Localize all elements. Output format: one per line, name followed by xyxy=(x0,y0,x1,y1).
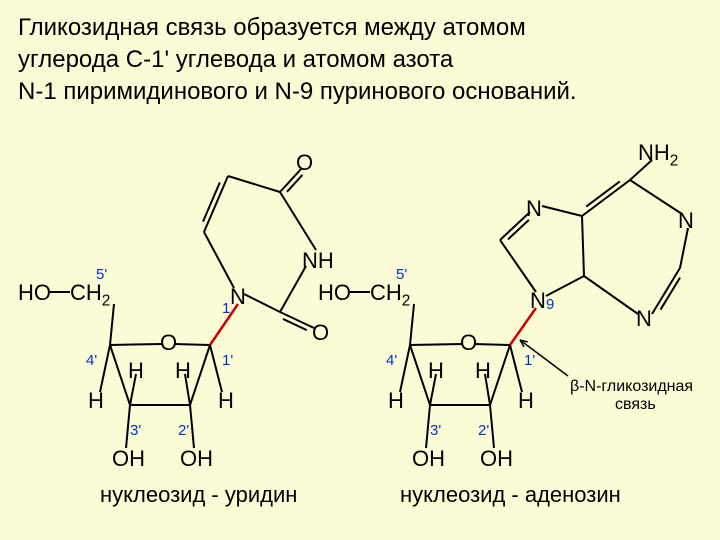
atom-label: H xyxy=(518,388,534,414)
atom-label: 1' xyxy=(524,352,535,369)
atom-label: OH xyxy=(480,446,513,472)
atom-label: 4' xyxy=(386,352,397,369)
atom-label: 5' xyxy=(396,266,407,283)
atom-label: O xyxy=(312,320,329,346)
atom-label: 1' xyxy=(222,352,233,369)
heading-line-1: углерода C-1' углевода и атомом азота xyxy=(18,46,453,74)
atom-label: 5' xyxy=(96,266,107,283)
atom-label: H xyxy=(388,388,404,414)
atom-label: H xyxy=(475,358,491,384)
heading-line-0: Гликозидная связь образуется между атомо… xyxy=(18,14,526,42)
atom-label: CH2 xyxy=(370,280,410,310)
atom-label: 3' xyxy=(430,422,441,439)
atom-label: O xyxy=(296,150,313,176)
atom-label: N xyxy=(530,288,546,314)
atom-label: NH xyxy=(302,248,334,274)
bond-label-1: β-N-гликозидная xyxy=(570,378,693,396)
atom-label: N xyxy=(636,306,652,332)
heading-line-2: N-1 пиримидинового и N-9 пуринового осно… xyxy=(18,78,577,106)
atom-label: N xyxy=(678,208,694,234)
atom-label: HO xyxy=(18,280,51,306)
atom-label: NH2 xyxy=(638,140,678,170)
atom-label: OH xyxy=(412,446,445,472)
atom-label: H xyxy=(88,388,104,414)
atom-label: 9 xyxy=(546,296,554,313)
atom-label: O xyxy=(460,330,477,356)
atom-label: H xyxy=(218,388,234,414)
atom-label: H xyxy=(128,358,144,384)
atom-label: O xyxy=(160,330,177,356)
bond-label-2: связь xyxy=(615,396,656,414)
atom-label: 2' xyxy=(478,422,489,439)
atom-label: H xyxy=(175,358,191,384)
atom-label: H xyxy=(428,358,444,384)
atom-label: 2' xyxy=(178,422,189,439)
atom-label: CH2 xyxy=(70,280,110,310)
atom-label: 4' xyxy=(86,352,97,369)
atom-label: OH xyxy=(112,446,145,472)
atom-label: N xyxy=(230,284,246,310)
atom-label: 1 xyxy=(222,300,230,317)
caption-right: нуклеозид - аденозин xyxy=(400,482,621,508)
atom-label: N xyxy=(526,196,542,222)
atom-label: OH xyxy=(180,446,213,472)
caption-left: нуклеозид - уридин xyxy=(100,482,297,508)
atom-label: HO xyxy=(318,280,351,306)
atom-label: 3' xyxy=(130,422,141,439)
